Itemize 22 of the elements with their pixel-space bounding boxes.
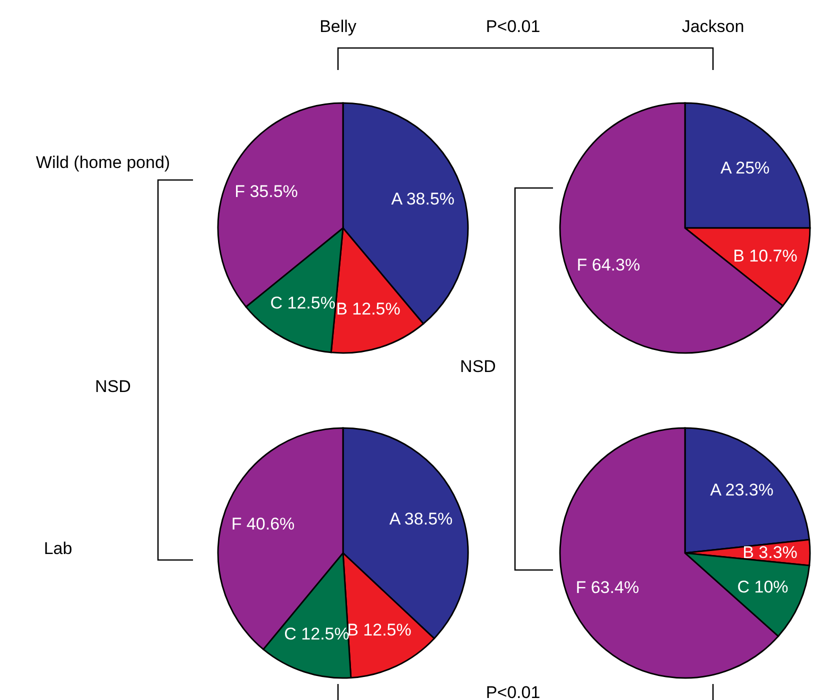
slice-label: A 23.3% [710, 480, 774, 500]
chart-title: Belly [320, 17, 357, 36]
text: P<0.01 [486, 17, 540, 36]
chart-title: Jackson [682, 17, 744, 36]
slice-label: F 35.5% [234, 182, 298, 201]
slice-label: B 10.7% [733, 246, 798, 266]
text: NSD [95, 377, 131, 396]
text: P<0.01 [486, 683, 540, 700]
slice-label: F 40.6% [231, 514, 295, 534]
slice-label: C 12.5% [270, 293, 336, 312]
text: NSD [460, 357, 496, 376]
slice-label: A 38.5% [389, 510, 453, 529]
slice-label: B 3.3% [742, 543, 798, 562]
slice-label: C 10% [737, 578, 788, 597]
slice-label: C 12.5% [284, 624, 350, 644]
slice-label: A 25% [720, 158, 770, 178]
slice-label: A 38.5% [391, 189, 455, 208]
slice-label: F 64.3% [576, 255, 640, 274]
text: Lab [44, 539, 72, 558]
slice-label: F 63.4% [576, 578, 640, 598]
slice-label: B 12.5% [336, 300, 400, 319]
text: Wild (home pond) [36, 153, 170, 172]
